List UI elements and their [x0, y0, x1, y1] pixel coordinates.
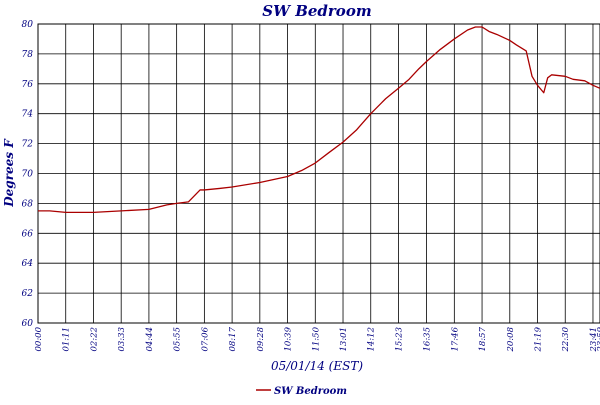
- y-tick-label: 78: [22, 50, 34, 60]
- y-tick-label: 66: [22, 229, 34, 239]
- y-tick-label: 76: [22, 80, 34, 90]
- x-tick-label: 01:11: [62, 327, 72, 352]
- x-tick-label: 22:30: [561, 326, 571, 352]
- x-tick-label: 23:59: [596, 326, 600, 352]
- x-tick-label: 02:22: [89, 327, 99, 352]
- x-tick-label: 17:46: [450, 326, 460, 351]
- x-tick-label: 10:39: [284, 326, 294, 351]
- x-tick-label: 05:55: [173, 327, 183, 352]
- x-ticks: 00:00 01:11 02:22 03:33 04:44 05:55 07:06 08:17…: [34, 326, 600, 352]
- legend-label: SW Bedroom: [274, 386, 347, 397]
- series-line-0: [38, 26, 600, 214]
- x-tick-label: 18:57: [478, 326, 488, 351]
- y-tick-label: 70: [22, 170, 34, 180]
- x-tick-label: 13:01: [339, 327, 349, 352]
- x-tick-label: 04:44: [145, 327, 155, 352]
- legend: SW Bedroom: [256, 386, 347, 397]
- y-tick-label: 60: [22, 319, 34, 329]
- y-tick-label: 80: [22, 20, 34, 30]
- plot-frame: [37, 23, 600, 324]
- x-tick-label: 14:12: [367, 327, 377, 352]
- x-tick-label: 09:28: [256, 326, 266, 351]
- x-tick-label: 20:08: [506, 326, 516, 352]
- x-tick-label: 15:23: [394, 327, 404, 352]
- series: [38, 26, 600, 214]
- y-tick-label: 68: [22, 199, 34, 209]
- x-tick-label: 03:33: [117, 327, 127, 352]
- x-axis-label: 05/01/14 (EST): [271, 359, 363, 373]
- grid: [38, 24, 600, 323]
- x-tick-label: 16:35: [423, 327, 433, 352]
- x-tick-label: 11:50: [311, 326, 321, 351]
- x-tick-label: 00:00: [34, 326, 44, 351]
- y-axis-label: Degrees F: [2, 138, 16, 208]
- y-tick-label: 74: [22, 110, 34, 120]
- y-tick-label: 62: [22, 289, 34, 299]
- x-tick-label: 21:19: [534, 326, 544, 352]
- x-tick-label: 23:41: [589, 327, 599, 353]
- x-tick-label: 08:17: [228, 326, 238, 351]
- x-tick-label: 07:06: [200, 326, 210, 351]
- y-ticks: 60 62 64 66 68 70 72 74 76 78 80: [22, 20, 34, 329]
- y-tick-label: 72: [22, 140, 34, 150]
- y-tick-label: 64: [22, 259, 34, 269]
- chart-title: SW Bedroom: [262, 2, 371, 20]
